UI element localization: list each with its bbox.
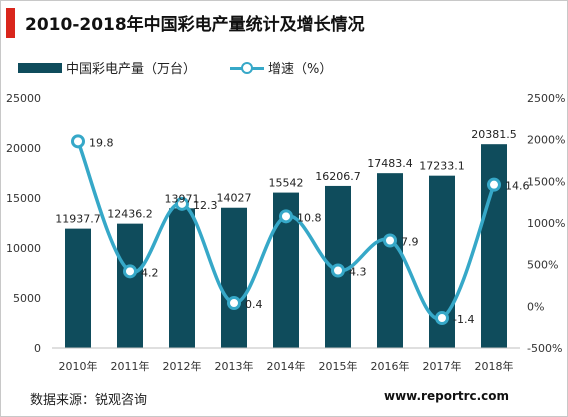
legend-label-production: 中国彩电产量（万台） — [66, 62, 197, 77]
growth-value-label: 4.2 — [141, 266, 159, 279]
title-accent-bar — [6, 8, 15, 38]
legend-bar-swatch — [18, 62, 62, 73]
bar — [65, 228, 91, 348]
y-axis-tick-label: 15000 — [6, 192, 41, 205]
y2-axis-tick-label: 1000% — [527, 217, 565, 230]
legend-item-growth: 增速（%） — [230, 58, 332, 77]
growth-point — [175, 196, 189, 211]
growth-point — [435, 311, 449, 325]
legend-line-swatch — [230, 61, 264, 74]
source-note: 数据来源：锐观咨询 — [30, 393, 148, 408]
chart-title: 2010-2018年中国彩电产量统计及增长情况 — [25, 15, 365, 35]
y2-axis-tick-label: 2000% — [527, 134, 565, 147]
y2-axis-tick-label: 1500% — [527, 175, 565, 188]
y2-axis-tick-label: 0% — [527, 300, 544, 313]
website-url: www.reportrc.com — [384, 389, 510, 403]
x-axis-tick-label: 2016年 — [371, 359, 410, 373]
growth-value-label: 12.3 — [193, 199, 218, 212]
bar-value-label: 13971 — [165, 192, 200, 205]
growth-value-label: 10.8 — [297, 211, 322, 224]
y-axis-tick-label: 10000 — [6, 242, 41, 255]
y-axis-tick-label: 25000 — [6, 92, 41, 105]
bar-value-label: 12436.2 — [107, 208, 153, 221]
growth-point — [487, 177, 501, 192]
bar — [377, 173, 403, 348]
growth-point — [227, 296, 241, 310]
bar-value-label: 16206.7 — [315, 170, 361, 183]
growth-value-label: 4.3 — [349, 266, 367, 279]
bar — [481, 144, 507, 348]
x-axis-tick-label: 2015年 — [319, 359, 358, 373]
y2-axis-tick-label: 2500% — [527, 92, 565, 105]
growth-value-label: 14.6 — [505, 180, 530, 193]
legend-label-growth: 增速（%） — [268, 62, 333, 77]
y2-axis-tick-label: 500% — [527, 259, 558, 272]
bar-value-label: 14027 — [217, 192, 252, 205]
x-axis-tick-label: 2018年 — [475, 359, 514, 373]
x-axis-tick-label: 2011年 — [111, 359, 150, 373]
bar-value-label: 17483.4 — [367, 157, 413, 170]
y-axis-tick-label: 0 — [34, 342, 41, 355]
x-axis-tick-label: 2010年 — [59, 359, 98, 373]
legend-item-production: 中国彩电产量（万台） — [18, 58, 196, 77]
growth-point — [123, 264, 137, 279]
growth-value-label: 0.4 — [245, 298, 263, 311]
x-axis-tick-label: 2014年 — [267, 359, 306, 373]
y2-axis-tick-label: -500% — [527, 342, 562, 355]
bar — [169, 208, 195, 348]
growth-value-label: 7.9 — [401, 236, 419, 249]
x-axis-tick-label: 2013年 — [215, 359, 254, 373]
growth-point — [331, 263, 345, 278]
bar-value-label: 11937.7 — [55, 213, 101, 226]
y-axis-tick-label: 20000 — [6, 142, 41, 155]
growth-point — [383, 233, 397, 248]
growth-value-label: -1.4 — [453, 313, 474, 326]
bar-value-label: 15542 — [269, 177, 304, 190]
bar-value-label: 17233.1 — [419, 160, 465, 173]
x-axis-tick-label: 2012年 — [163, 359, 202, 373]
bar — [221, 207, 247, 348]
growth-value-label: 19.8 — [89, 136, 114, 149]
growth-point — [279, 209, 293, 224]
bar-value-label: 20381.5 — [471, 128, 517, 141]
x-axis-tick-label: 2017年 — [423, 359, 462, 373]
bar — [117, 223, 143, 348]
growth-point — [71, 134, 85, 149]
y-axis-tick-label: 5000 — [13, 292, 41, 305]
